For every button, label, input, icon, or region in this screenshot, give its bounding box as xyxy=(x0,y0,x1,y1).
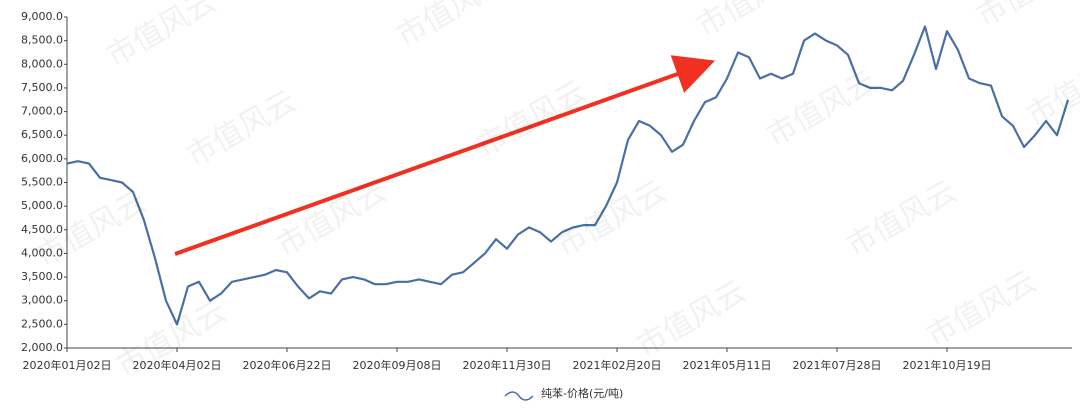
x-tick-label: 2020年06月22日 xyxy=(243,358,332,372)
y-tick-label: 8,500.0 xyxy=(21,34,63,47)
legend-swatch xyxy=(504,391,534,401)
y-tick-label: 7,000.0 xyxy=(21,105,63,118)
x-tick-label: 2021年07月28日 xyxy=(793,358,882,372)
y-tick-label: 2,500.0 xyxy=(21,317,63,330)
x-tick-label: 2020年01月02日 xyxy=(23,358,112,372)
watermark: 市值风云 xyxy=(921,264,1042,354)
y-tick-label: 8,000.0 xyxy=(21,57,63,70)
y-tick-label: 5,500.0 xyxy=(21,176,63,189)
y-tick-label: 3,500.0 xyxy=(21,270,63,283)
watermark: 市值风云 xyxy=(631,274,752,364)
y-tick-label: 6,000.0 xyxy=(21,152,63,165)
y-tick-label: 5,000.0 xyxy=(21,199,63,212)
watermark: 市值风云 xyxy=(551,174,672,264)
watermark: 市值风云 xyxy=(101,0,222,74)
y-tick-label: 4,000.0 xyxy=(21,246,63,259)
y-tick-label: 6,500.0 xyxy=(21,128,63,141)
y-tick-label: 4,500.0 xyxy=(21,223,63,236)
watermark: 市值风云 xyxy=(471,74,592,164)
watermark: 市值风云 xyxy=(1021,44,1080,134)
y-tick-label: 3,000.0 xyxy=(21,294,63,307)
legend-label: 纯苯-价格(元/吨) xyxy=(541,386,623,400)
watermark: 市值风云 xyxy=(971,0,1080,34)
y-tick-label: 2,000.0 xyxy=(21,341,63,354)
trend-arrow xyxy=(174,55,716,256)
x-tick-label: 2020年04月02日 xyxy=(133,358,222,372)
x-tick-label: 2021年02月20日 xyxy=(573,358,662,372)
series-line xyxy=(66,25,1070,326)
watermark: 市值风云 xyxy=(391,0,512,54)
watermark: 市值风云 xyxy=(691,0,812,44)
watermark: 市值风云 xyxy=(181,84,302,174)
x-tick-label: 2020年11月30日 xyxy=(463,358,552,372)
watermark: 市值风云 xyxy=(841,174,962,264)
y-tick-label: 9,000.0 xyxy=(21,10,63,23)
x-tick-label: 2021年05月11日 xyxy=(683,358,772,372)
watermark: 市值风云 xyxy=(271,174,392,264)
x-tick-label: 2020年09月08日 xyxy=(353,358,442,372)
y-tick-label: 7,500.0 xyxy=(21,81,63,94)
x-tick-label: 2021年10月19日 xyxy=(903,358,992,372)
